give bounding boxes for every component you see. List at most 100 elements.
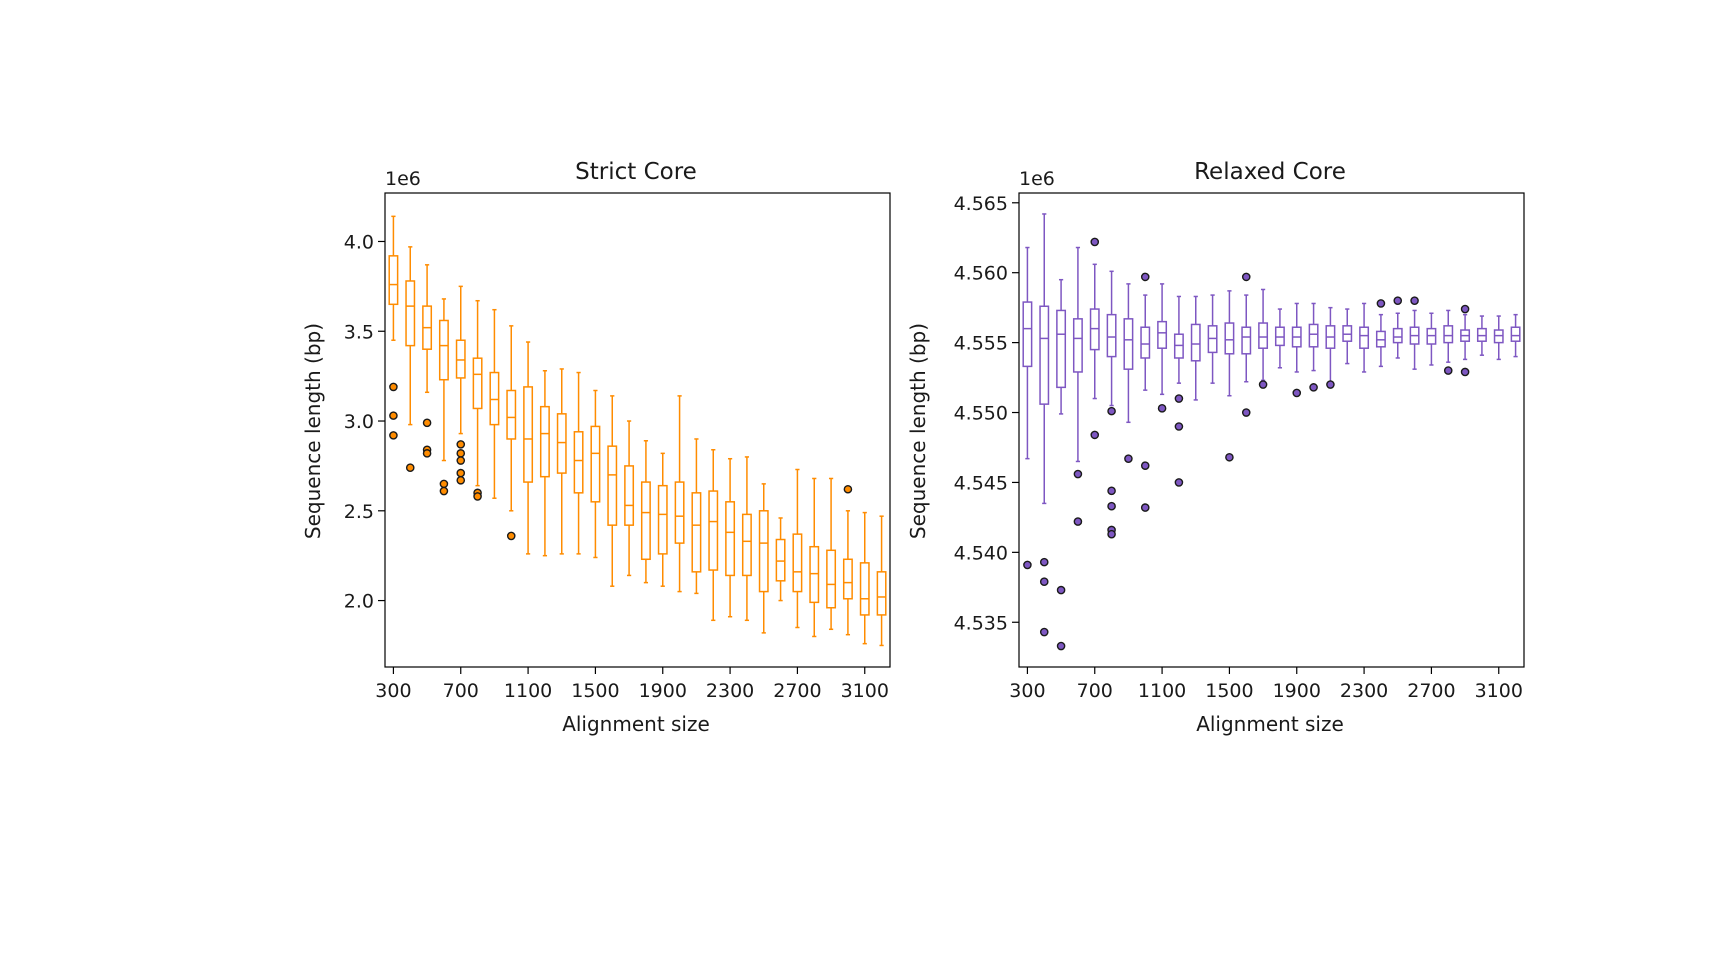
box-2700 [1426,312,1437,366]
outlier-point [1460,304,1470,314]
box-600 [1072,246,1083,526]
box-iqr [539,405,550,478]
box-iqr [640,481,651,561]
outlier-point [1039,557,1049,567]
box-2200 [708,449,719,622]
outlier-point [456,456,466,465]
relaxed-core-panel: Relaxed Core 1e6 Alignment size Sequence… [906,159,1525,736]
box-1000 [1140,272,1151,512]
outlier-point [1056,641,1066,651]
box-1000 [506,325,517,541]
y-axis-label: Sequence length (bp) [906,323,930,539]
y-tick-label: 4.550 [954,403,1008,425]
box-2800 [1443,309,1454,375]
y-tick-label: 4.545 [954,472,1008,494]
outlier-point [1023,560,1032,570]
box-iqr [708,490,719,571]
box-iqr [1022,301,1033,368]
box-2900 [1460,304,1471,377]
box-1300 [1190,295,1201,401]
outlier-point [1309,383,1318,392]
box-iqr [1106,313,1117,358]
y-tick-label: 3.5 [344,321,374,343]
outlier-point [1090,430,1100,440]
box-2500 [1392,296,1403,359]
x-tick-label: 300 [1009,680,1045,702]
x-tick-label: 1900 [639,680,687,702]
box-iqr [741,513,752,577]
outlier-point [473,492,482,501]
outlier-point [439,486,449,496]
box-1900 [657,452,668,587]
box-iqr [1157,320,1168,349]
y-tick-label: 4.565 [954,193,1008,215]
box-1200 [1173,295,1184,487]
outlier-point [1124,454,1133,463]
box-3000 [842,484,853,636]
x-tick-label: 1100 [1138,680,1186,702]
box-400 [1039,213,1050,637]
box-iqr [1056,309,1067,389]
box-300 [1022,246,1033,570]
x-tick-label: 3100 [841,680,889,702]
y-tick-label: 4.555 [954,333,1008,355]
box-iqr [758,510,769,593]
box-300 [388,215,399,440]
box-2100 [1325,306,1336,389]
box-400 [405,246,416,473]
box-1600 [607,395,618,587]
x-tick-label: 1900 [1273,680,1321,702]
box-3200 [876,515,887,647]
y-tick-label: 3.0 [344,411,374,433]
x-axis-label: Alignment size [1196,712,1344,736]
box-900 [489,308,500,499]
box-1400 [1207,294,1218,384]
box-1300 [556,368,567,555]
outlier-point [1107,501,1116,511]
box-1600 [1241,272,1252,417]
x-tick-label: 700 [1077,680,1113,702]
y-offset-label: 1e6 [1019,168,1055,190]
box-2300 [725,457,736,618]
box-iqr [725,501,736,577]
y-axis-label: Sequence length (bp) [301,323,325,539]
box-iqr [826,549,837,609]
outlier-point [1140,461,1150,470]
box-2400 [741,456,752,622]
outlier-point [1174,422,1184,431]
box-iqr [573,431,584,494]
box-iqr [1224,322,1235,355]
outlier-point [405,463,415,473]
outlier-point [1174,394,1184,403]
box-700 [1089,237,1100,440]
outlier-point [1174,478,1184,487]
box-iqr [1190,323,1201,362]
box-iqr [842,558,853,600]
box-iqr [455,339,466,379]
box-iqr [1072,318,1083,373]
outlier-point [1073,517,1083,526]
box-iqr [775,538,786,582]
box-500 [1056,278,1067,651]
box-iqr [674,481,685,544]
outlier-point [456,440,466,449]
outlier-point [1241,272,1251,282]
axes-frame [1018,192,1525,668]
chart-title: Strict Core [575,159,697,185]
box-iqr [472,357,483,410]
box-iqr [523,386,534,483]
box-iqr [624,465,635,526]
outlier-point [389,382,398,392]
outlier-point [506,531,516,541]
outlier-point [1090,237,1100,247]
outlier-point [1393,296,1403,305]
axes-frame [384,192,891,668]
chart-title: Relaxed Core [1194,159,1346,185]
box-1700 [624,420,635,577]
box-3000 [1476,315,1487,356]
box-iqr [489,371,500,426]
box-600 [438,298,449,496]
box-3100 [859,511,870,645]
box-2700 [792,468,803,629]
box-iqr [590,425,601,503]
